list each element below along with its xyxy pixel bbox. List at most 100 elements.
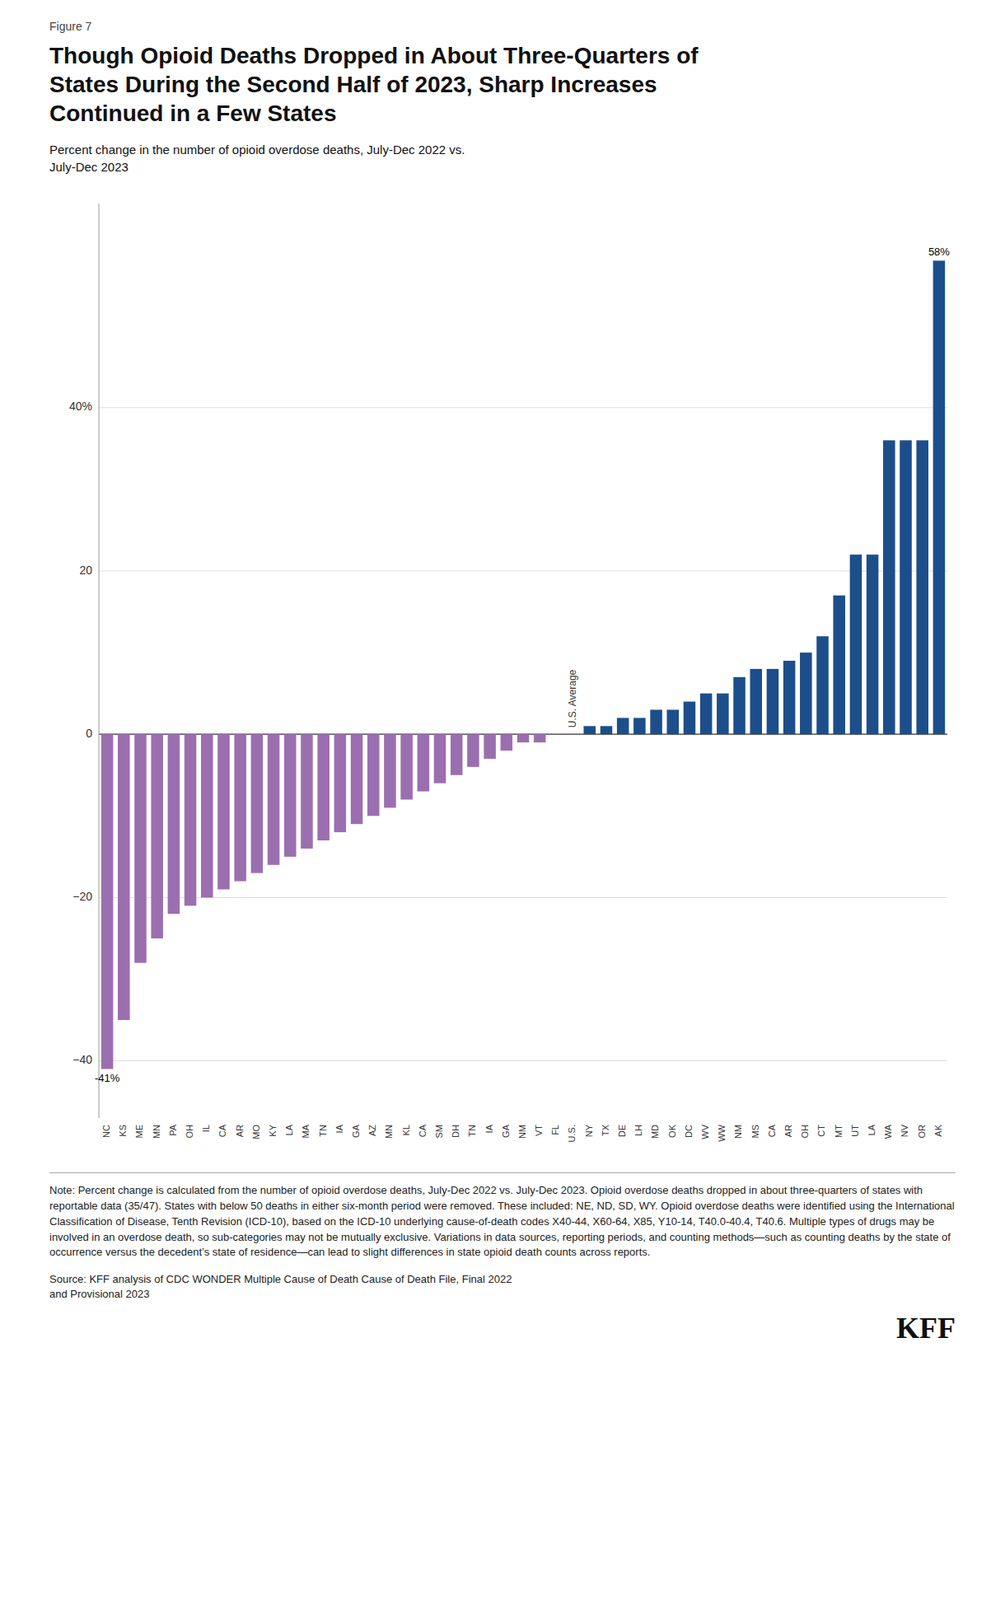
x-tick-label: WW: [716, 1123, 727, 1141]
bar: [400, 733, 413, 800]
grid-line: [98, 897, 948, 898]
bar: [883, 439, 896, 734]
x-tick-labels: NCKSMEMNPAOHILCAARMOKYLAMATNIAGAAZMNKLCA…: [101, 1123, 944, 1142]
x-tick-label: SM: [434, 1124, 445, 1139]
grid-line: [98, 406, 948, 408]
bar: [201, 733, 214, 898]
grid: [98, 407, 948, 1062]
x-tick-label: PA: [168, 1123, 178, 1136]
x-tick-label: VT: [533, 1124, 544, 1136]
bar: [749, 668, 762, 734]
bar: [899, 439, 912, 734]
x-tick-label: IL: [201, 1124, 211, 1132]
x-tick-label: AZ: [367, 1124, 378, 1136]
data-label: 58%: [928, 245, 950, 258]
x-tick-label: NC: [101, 1124, 112, 1138]
x-tick-label: NM: [733, 1124, 744, 1139]
x-tick-label: GA: [500, 1123, 511, 1138]
x-tick-label: LH: [633, 1124, 644, 1136]
bar: [251, 733, 264, 873]
bar: [933, 260, 946, 734]
bar: [284, 733, 297, 857]
bar: [267, 733, 281, 865]
x-tick-label: CA: [766, 1123, 777, 1137]
bar: [350, 733, 364, 824]
x-tick-label: DE: [617, 1124, 627, 1137]
bar: [134, 733, 147, 963]
x-tick-label: MA: [300, 1123, 311, 1138]
bar: [434, 733, 447, 783]
x-tick-label: MN: [383, 1124, 394, 1139]
x-tick-label: LA: [284, 1123, 295, 1136]
bar: [766, 668, 780, 734]
x-tick-label: KS: [117, 1124, 128, 1137]
bar: [533, 733, 547, 743]
title: Though Opioid Deaths Dropped in About Th…: [49, 41, 956, 128]
x-tick-label: NY: [584, 1123, 594, 1137]
bar: [483, 733, 496, 759]
x-tick-label: TN: [467, 1124, 477, 1137]
bar: [866, 554, 879, 734]
x-tick-label: NV: [899, 1123, 910, 1137]
bar: [550, 733, 563, 735]
x-tick-label: WV: [700, 1123, 711, 1139]
bar: [383, 733, 397, 808]
x-tick-label: U.S.: [566, 1124, 577, 1142]
bar: [799, 652, 813, 734]
bar: [666, 709, 679, 734]
x-tick-label: LA: [866, 1123, 877, 1136]
x-tick-label: KL: [401, 1124, 412, 1136]
bars: [101, 260, 945, 1069]
x-tick-label: MS: [750, 1124, 761, 1139]
y-axis-line: [98, 203, 100, 1118]
bar: [816, 635, 829, 734]
bar: [101, 733, 114, 1069]
bar: [566, 733, 580, 735]
x-tick-label: MO: [251, 1124, 262, 1140]
logo: KFF: [49, 1310, 956, 1346]
x-tick-label: MN: [151, 1124, 162, 1139]
note: Note: Percent change is calculated from …: [49, 1182, 956, 1261]
x-tick-label: IA: [334, 1123, 345, 1133]
bar: [450, 733, 463, 776]
bar: [334, 733, 347, 833]
x-tick-label: OH: [799, 1124, 810, 1139]
bar: [716, 693, 730, 735]
bar: [467, 733, 480, 767]
x-tick-label: DC: [683, 1124, 694, 1138]
x-tick-label: ME: [134, 1124, 145, 1139]
y-tick-label: −40: [72, 1052, 93, 1066]
grid-line: [98, 570, 948, 571]
bar: [184, 733, 197, 906]
bar: [367, 733, 380, 816]
bar: [217, 733, 230, 889]
x-tick-label: CA: [217, 1123, 228, 1137]
source: Source: KFF analysis of CDC WONDER Multi…: [49, 1271, 956, 1302]
subtitle: Percent change in the number of opioid o…: [49, 140, 956, 176]
bar: [117, 733, 131, 1020]
x-tick-label: TX: [600, 1123, 611, 1136]
data-label: -41%: [94, 1071, 121, 1085]
x-tick-label: OK: [667, 1123, 678, 1138]
x-tick-label: AR: [234, 1124, 245, 1137]
bar: [733, 677, 746, 734]
bar: [233, 733, 247, 881]
y-tick-label: 40%: [69, 399, 93, 413]
x-tick-label: AK: [933, 1123, 944, 1136]
bar: [832, 595, 846, 734]
bar: [649, 709, 663, 734]
bar: [300, 733, 314, 849]
bar: [317, 733, 330, 841]
bar: [517, 733, 530, 743]
y-tick-label: 20: [79, 563, 93, 577]
bar: [150, 733, 164, 939]
x-tick-label: MT: [833, 1124, 844, 1138]
chart: −40−2002040%NCKSMEMNPAOHILCAARMOKYLAMATN…: [49, 186, 956, 1160]
bar: [617, 717, 630, 734]
separator: [49, 1172, 956, 1174]
x-tick-label: FL: [550, 1124, 561, 1136]
x-tick-label: OH: [184, 1124, 195, 1139]
bar: [633, 717, 646, 734]
bar: [783, 660, 796, 734]
bar: [417, 733, 431, 791]
